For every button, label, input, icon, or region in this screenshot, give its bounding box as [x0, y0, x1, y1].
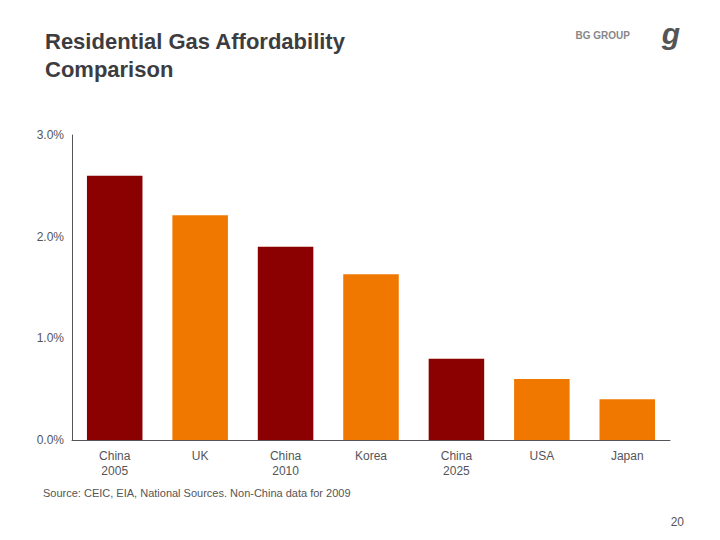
svg-text:2010: 2010 — [272, 464, 299, 478]
svg-text:1.0%: 1.0% — [37, 331, 65, 345]
svg-text:2.0%: 2.0% — [37, 230, 65, 244]
svg-text:20: 20 — [671, 515, 685, 529]
svg-text:g: g — [661, 17, 680, 50]
svg-text:0.0%: 0.0% — [37, 433, 65, 447]
svg-text:BG GROUP: BG GROUP — [576, 30, 631, 41]
svg-text:China: China — [99, 449, 131, 463]
svg-text:2025: 2025 — [443, 464, 470, 478]
svg-text:Source: CEIC, EIA, National So: Source: CEIC, EIA, National Sources. Non… — [43, 487, 351, 499]
svg-text:3.0%: 3.0% — [37, 128, 65, 142]
svg-text:2005: 2005 — [101, 464, 128, 478]
svg-text:USA: USA — [530, 449, 555, 463]
svg-text:UK: UK — [192, 449, 209, 463]
svg-text:Residential Gas Affordability: Residential Gas Affordability — [45, 29, 346, 54]
svg-text:Korea: Korea — [355, 449, 387, 463]
svg-text:Comparison: Comparison — [45, 57, 173, 82]
svg-text:China: China — [441, 449, 473, 463]
svg-text:China: China — [270, 449, 302, 463]
svg-text:Japan: Japan — [611, 449, 644, 463]
